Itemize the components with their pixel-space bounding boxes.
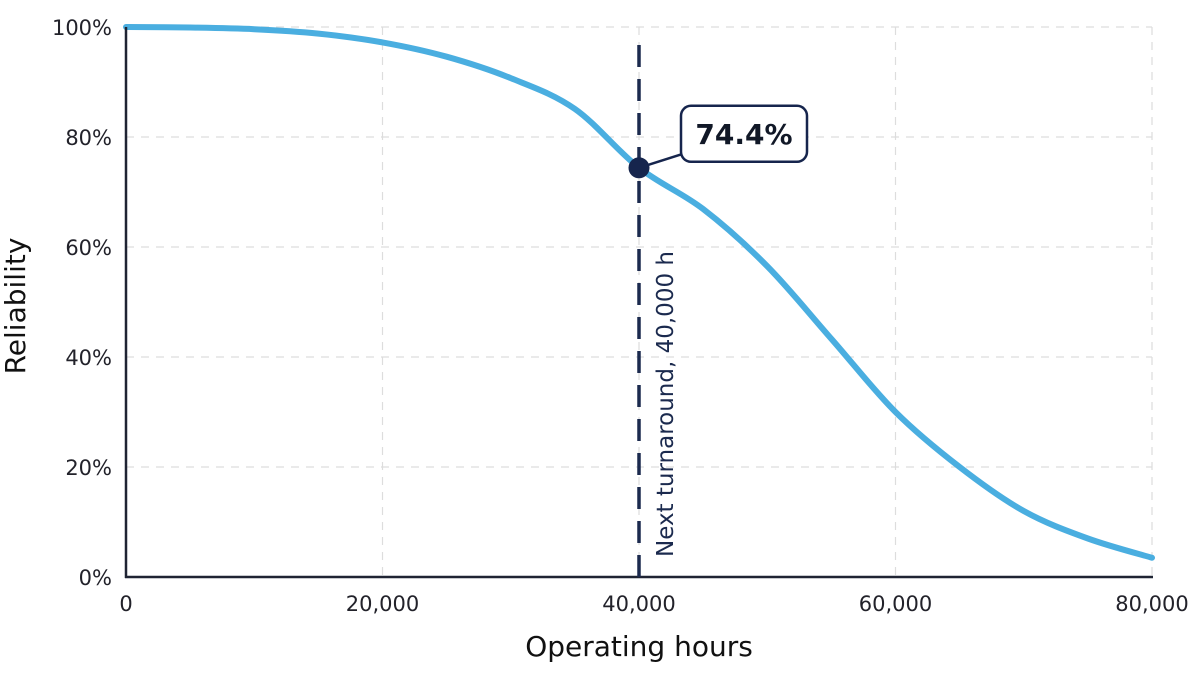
tick-labels: 0% 20% 40% 60% 80% 100% 0 20,000 40,000 60,000 80,… xyxy=(52,16,1189,616)
x-tick-label: 60,000 xyxy=(859,592,932,616)
y-axis-title: Reliability xyxy=(0,238,32,375)
y-tick-label: 0% xyxy=(79,566,112,590)
highlight-point xyxy=(628,157,650,179)
x-tick-label: 20,000 xyxy=(346,592,419,616)
annotations: Next turnaround, 40,000 h 74.4% xyxy=(628,45,809,577)
x-tick-label: 80,000 xyxy=(1115,592,1188,616)
y-tick-label: 100% xyxy=(52,16,112,40)
callout-box xyxy=(679,104,809,164)
y-tick-label: 40% xyxy=(65,346,112,370)
y-tick-label: 20% xyxy=(65,456,112,480)
x-axis-title: Operating hours xyxy=(525,630,753,663)
callout-value: 74.4% xyxy=(695,118,792,151)
x-tick-label: 0 xyxy=(119,592,132,616)
y-tick-label: 80% xyxy=(65,126,112,150)
x-tick-label: 40,000 xyxy=(602,592,675,616)
turnaround-marker-label: Next turnaround, 40,000 h xyxy=(653,251,679,557)
y-tick-label: 60% xyxy=(65,236,112,260)
